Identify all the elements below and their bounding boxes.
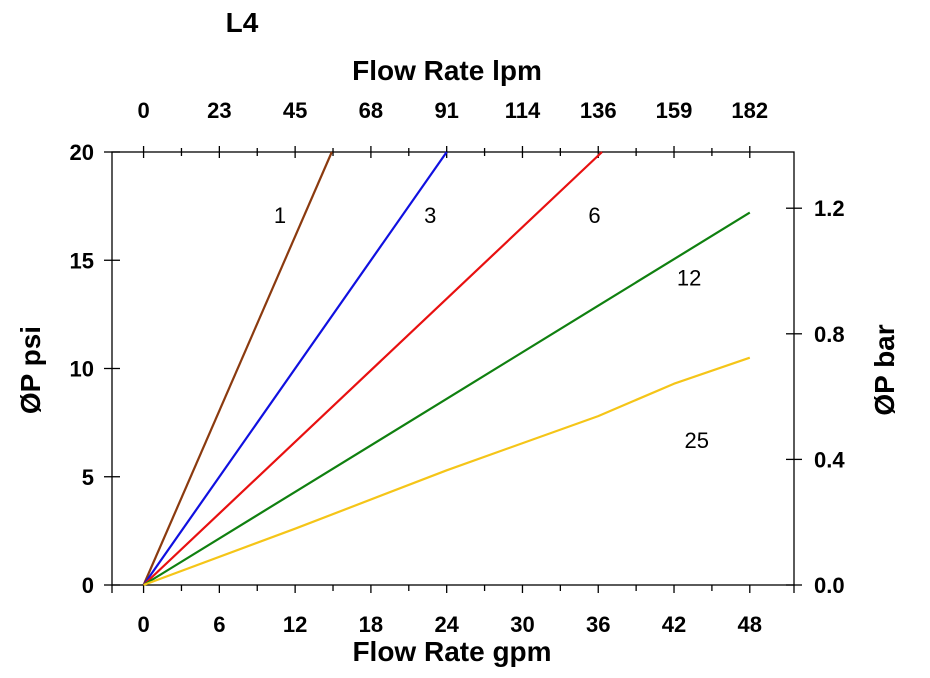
curve-labels-layer: 1 3 6 12 25 [274, 203, 709, 453]
y-tick-label: 20 [70, 140, 94, 165]
x2-tick-label: 45 [283, 98, 307, 123]
series-label-12: 12 [677, 266, 701, 291]
x2-tick-label: 136 [580, 98, 617, 123]
y-tick-label: 5 [82, 465, 94, 490]
x-tick-label: 6 [213, 612, 225, 637]
axes-layer: 0062312451868249130114361364215948182051… [70, 98, 846, 637]
bottom-axis-title: Flow Rate gpm [352, 636, 551, 667]
x2-tick-label: 159 [656, 98, 693, 123]
series-layer [142, 151, 751, 587]
chart-title: L4 [226, 7, 259, 38]
y2-tick-label: 0.0 [814, 573, 845, 598]
series-label-6: 6 [588, 203, 600, 228]
left-axis-title: ØP psi [15, 326, 46, 414]
y2-tick-label: 0.8 [814, 322, 845, 347]
x-tick-label: 42 [662, 612, 686, 637]
x2-tick-label: 23 [207, 98, 231, 123]
top-axis-title: Flow Rate lpm [352, 55, 542, 86]
x2-tick-label: 182 [731, 98, 768, 123]
plot-frame [111, 151, 795, 586]
x-tick-label: 18 [359, 612, 383, 637]
x-tick-label: 48 [738, 612, 762, 637]
y-tick-label: 15 [70, 248, 94, 273]
series-label-25: 25 [685, 428, 709, 453]
y2-tick-label: 0.4 [814, 447, 845, 472]
series-label-3: 3 [424, 203, 436, 228]
series-line-3 [142, 151, 448, 586]
series-line-25 [143, 356, 751, 587]
x-tick-label: 36 [586, 612, 610, 637]
x-tick-label: 12 [283, 612, 307, 637]
series-line-6 [142, 151, 603, 586]
y-tick-label: 10 [70, 357, 94, 382]
right-axis-title: ØP bar [869, 324, 900, 415]
series-line-12 [143, 211, 751, 586]
x-tick-label: 24 [434, 612, 459, 637]
x2-tick-label: 0 [137, 98, 149, 123]
y-tick-label: 0 [82, 573, 94, 598]
series-label-1: 1 [274, 203, 286, 228]
x2-tick-label: 114 [505, 98, 541, 123]
x-tick-label: 0 [137, 612, 149, 637]
x2-tick-label: 68 [359, 98, 383, 123]
x-tick-label: 30 [510, 612, 534, 637]
x2-tick-label: 91 [434, 98, 458, 123]
series-line-1 [142, 151, 333, 586]
y2-tick-label: 1.2 [814, 196, 845, 221]
